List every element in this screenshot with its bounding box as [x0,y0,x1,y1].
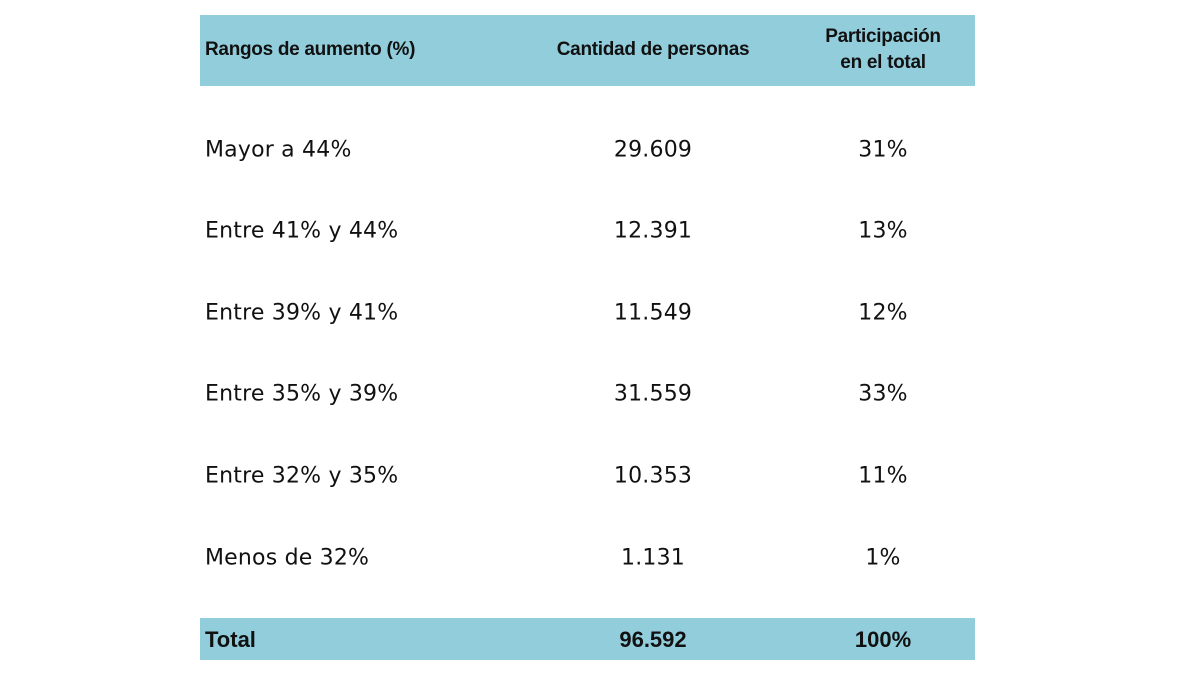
total-share: 100% [854,627,912,652]
row-count: 1.131 [621,545,685,571]
row-range: Entre 41% y 44% [205,218,399,244]
total-label: Total [205,627,256,652]
header-share-line1: Participación [825,26,941,47]
row-share: 33% [858,381,908,407]
row-range: Entre 35% y 39% [205,381,399,407]
header-count: Cantidad de personas [556,39,750,60]
row-share: 11% [858,463,908,489]
row-share: 12% [858,300,908,326]
total-count: 96.592 [619,627,687,652]
row-share: 1% [865,545,901,571]
row-share: 31% [858,137,908,163]
row-count: 31.559 [613,381,693,407]
row-count: 29.609 [613,137,693,163]
row-range: Menos de 32% [205,545,370,571]
row-count: 12.391 [613,218,693,244]
row-count: 11.549 [613,300,693,326]
header-ranges: Rangos de aumento (%) [205,39,416,60]
header-share: Participación en el total [825,24,941,76]
row-range: Entre 39% y 41% [205,300,399,326]
row-range: Entre 32% y 35% [205,463,399,489]
row-count: 10.353 [613,463,693,489]
header-share-line2: en el total [840,52,926,73]
row-share: 13% [858,218,908,244]
total-band [200,618,975,660]
table-header-band [200,15,975,86]
row-range: Mayor a 44% [205,137,352,163]
